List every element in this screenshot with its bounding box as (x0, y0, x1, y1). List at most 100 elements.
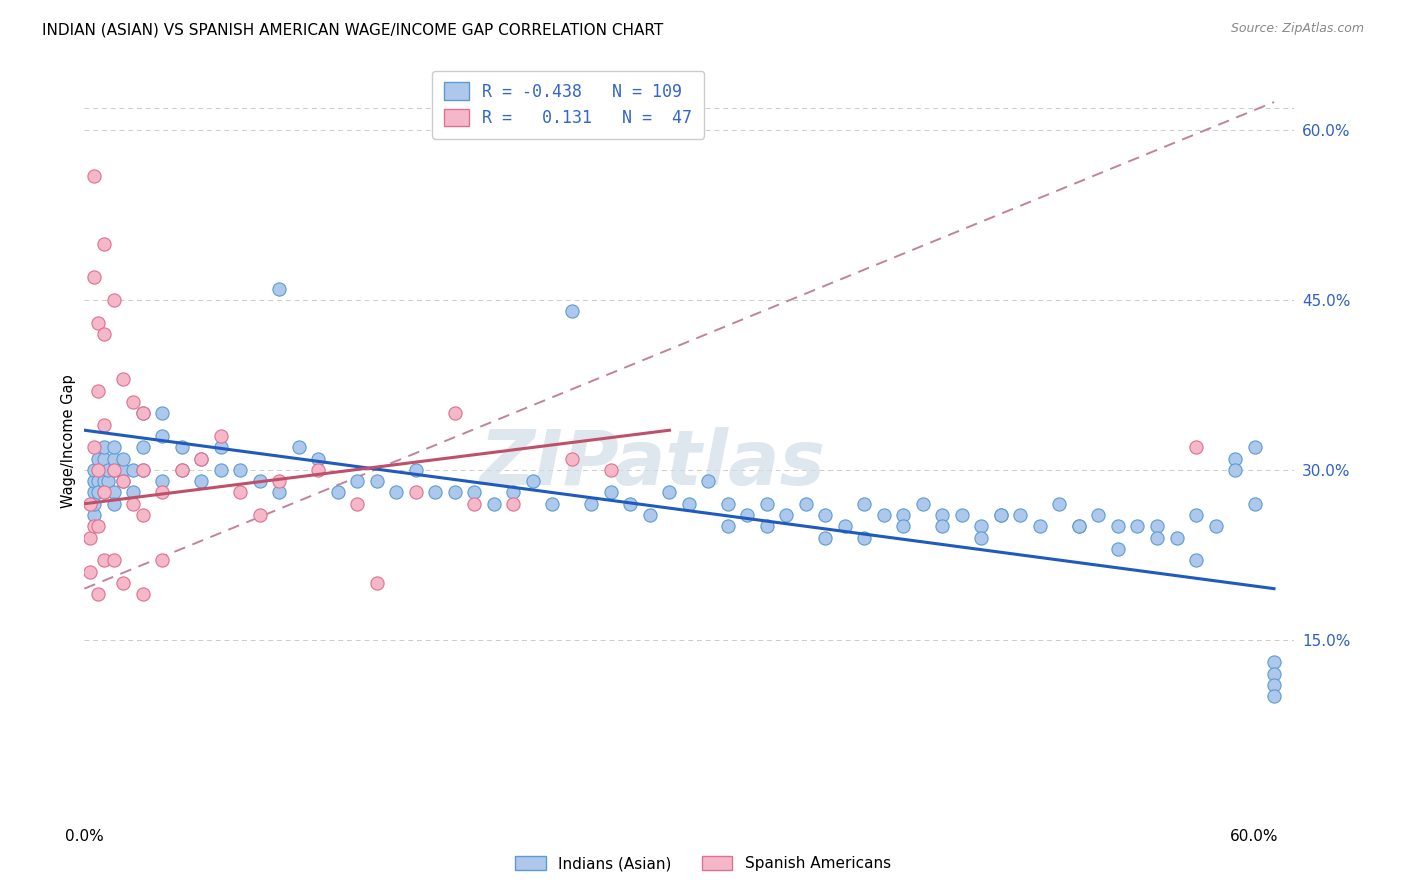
Point (150, 429, 173, 443)
Point (93, 463, 115, 477)
Point (893, 519, 915, 533)
Point (132, 587, 155, 601)
Point (229, 485, 252, 500)
Point (1223, 463, 1246, 477)
Point (87, 463, 110, 477)
Point (1067, 519, 1090, 533)
Point (1185, 508, 1208, 522)
Point (87, 384, 110, 398)
Point (79, 497, 101, 511)
Point (150, 474, 173, 488)
Point (600, 463, 623, 477)
Point (405, 485, 427, 500)
Point (93, 485, 115, 500)
Point (366, 576, 388, 591)
Point (463, 485, 485, 500)
Point (1126, 519, 1149, 533)
Point (814, 508, 837, 522)
Point (1146, 519, 1168, 533)
Point (269, 282, 291, 296)
Point (288, 440, 311, 454)
Point (132, 406, 155, 420)
Point (150, 406, 173, 420)
Point (132, 440, 155, 454)
Point (1263, 678, 1285, 692)
Point (103, 451, 125, 466)
Point (1107, 519, 1129, 533)
Point (522, 474, 544, 488)
Point (83, 508, 105, 522)
Point (83, 485, 105, 500)
Point (366, 474, 388, 488)
Point (122, 395, 145, 409)
Text: Source: ZipAtlas.com: Source: ZipAtlas.com (1230, 22, 1364, 36)
Point (911, 497, 934, 511)
Point (79, 565, 101, 579)
Point (425, 485, 447, 500)
Point (93, 236, 115, 251)
Point (122, 485, 145, 500)
Point (931, 508, 953, 522)
Point (1243, 440, 1265, 454)
Point (112, 463, 135, 477)
Point (561, 304, 583, 318)
Point (83, 497, 105, 511)
Point (1243, 497, 1265, 511)
Point (112, 474, 135, 488)
Point (678, 497, 700, 511)
Point (93, 553, 115, 567)
Point (209, 440, 232, 454)
Point (87, 474, 110, 488)
Point (170, 463, 193, 477)
Point (893, 508, 915, 522)
Point (444, 406, 467, 420)
Point (307, 463, 329, 477)
Point (717, 519, 740, 533)
Point (619, 497, 641, 511)
Point (385, 485, 408, 500)
Point (132, 508, 155, 522)
Point (502, 485, 524, 500)
Legend: Indians (Asian), Spanish Americans: Indians (Asian), Spanish Americans (509, 850, 897, 877)
Point (112, 451, 135, 466)
Point (103, 497, 125, 511)
Point (103, 463, 125, 477)
Point (717, 497, 740, 511)
Point (1107, 542, 1129, 557)
Point (103, 293, 125, 307)
Point (83, 474, 105, 488)
Point (1049, 497, 1071, 511)
Point (170, 440, 193, 454)
Point (873, 508, 896, 522)
Point (269, 474, 291, 488)
Point (853, 497, 876, 511)
Point (103, 553, 125, 567)
Point (97, 463, 120, 477)
Point (444, 485, 467, 500)
Point (1263, 655, 1285, 669)
Point (87, 316, 110, 330)
Point (1087, 508, 1109, 522)
Point (541, 497, 564, 511)
Point (190, 474, 212, 488)
Point (775, 508, 797, 522)
Point (1185, 440, 1208, 454)
Point (600, 485, 623, 500)
Point (249, 508, 271, 522)
Point (755, 519, 778, 533)
Point (87, 485, 110, 500)
Point (103, 463, 125, 477)
Point (1185, 553, 1208, 567)
Point (93, 474, 115, 488)
Point (190, 451, 212, 466)
Point (83, 463, 105, 477)
Point (112, 576, 135, 591)
Point (931, 519, 953, 533)
Point (561, 451, 583, 466)
Point (1067, 519, 1090, 533)
Point (190, 451, 212, 466)
Point (112, 372, 135, 386)
Point (150, 553, 173, 567)
Point (83, 519, 105, 533)
Point (112, 474, 135, 488)
